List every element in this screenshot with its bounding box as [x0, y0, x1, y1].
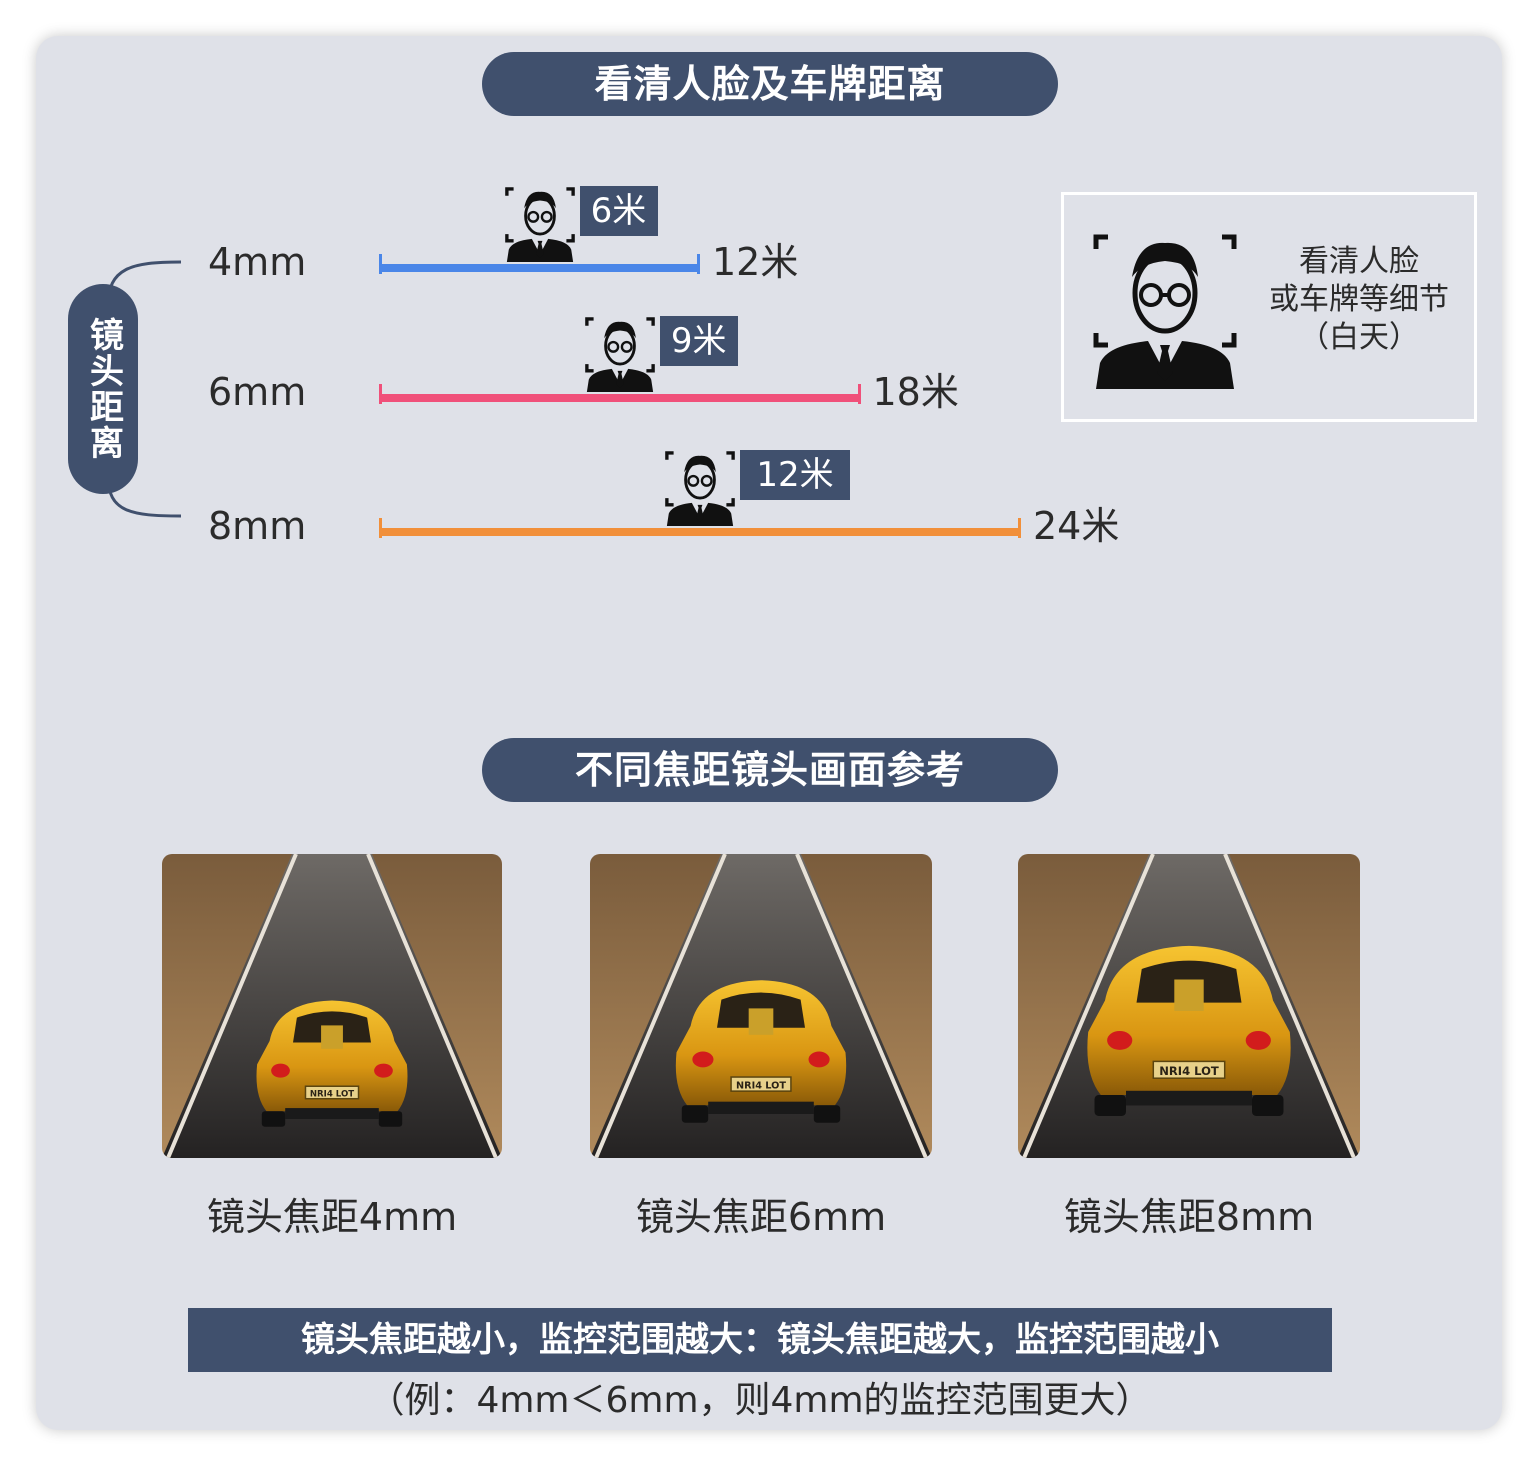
legend-line-3: （白天） [1299, 320, 1419, 355]
photo-caption-2: 镜头焦距6mm [635, 1195, 887, 1239]
lens-distance-side-label: 镜头距离 [68, 284, 138, 494]
svg-text:NRI4 LOT: NRI4 LOT [310, 1089, 354, 1099]
lens-label-6mm: 6mm [208, 370, 307, 414]
legend-text: 看清人脸 或车牌等细节 （白天） [1244, 243, 1474, 357]
range-label-6mm: 18米 [872, 370, 959, 414]
summary-banner: 镜头焦距越小，监控范围越大：镜头焦距越大，监控范围越小 [188, 1308, 1332, 1372]
lens-label-8mm: 8mm [208, 504, 307, 548]
bar-tick-8mm-end [1018, 518, 1021, 538]
bar-tick-4mm-end [697, 254, 700, 274]
face-distance-tag-6mm: 9米 [659, 316, 738, 366]
face-scan-icon-4mm [504, 187, 576, 266]
range-bar-4mm [379, 264, 700, 272]
photo-caption-3: 镜头焦距8mm [1063, 1195, 1315, 1239]
face-scan-icon-6mm [584, 317, 656, 396]
range-bar-6mm [379, 394, 861, 402]
face-distance-tag-8mm: 12米 [740, 450, 850, 500]
legend-box: 看清人脸 或车牌等细节 （白天） [1061, 192, 1477, 422]
range-label-8mm: 24米 [1033, 504, 1120, 548]
range-label-4mm: 12米 [712, 240, 799, 284]
car-photo-3: NRI4 LOT [1018, 854, 1360, 1158]
svg-text:NRI4 LOT: NRI4 LOT [1159, 1064, 1219, 1078]
legend-line-1: 看清人脸 [1299, 244, 1419, 279]
section-title-reference: 不同焦距镜头画面参考 [482, 738, 1058, 802]
lens-label-4mm: 4mm [208, 240, 307, 284]
range-bar-8mm [379, 528, 1021, 536]
car-photo-1: NRI4 LOT [162, 854, 502, 1158]
face-scan-legend-icon [1093, 234, 1237, 389]
section-title-distance: 看清人脸及车牌距离 [482, 52, 1058, 116]
photo-caption-1: 镜头焦距4mm [206, 1195, 458, 1239]
bracket-connector [106, 260, 182, 518]
summary-note: （例：4mm＜6mm，则4mm的监控范围更大） [368, 1380, 1152, 1421]
infographic-panel: 看清人脸及车牌距离 镜头距离 4mm 12米 6米 6mm 18米 [36, 36, 1502, 1430]
bar-tick-8mm-start [379, 518, 382, 538]
bar-tick-6mm-start [379, 384, 382, 404]
bar-tick-4mm-start [379, 254, 382, 274]
car-photo-2: NRI4 LOT [590, 854, 932, 1158]
face-scan-icon-8mm [664, 451, 736, 530]
svg-text:NRI4 LOT: NRI4 LOT [736, 1080, 786, 1091]
face-distance-tag-4mm: 6米 [579, 186, 658, 236]
bar-tick-6mm-end [857, 384, 861, 404]
legend-line-2: 或车牌等细节 [1269, 282, 1449, 317]
